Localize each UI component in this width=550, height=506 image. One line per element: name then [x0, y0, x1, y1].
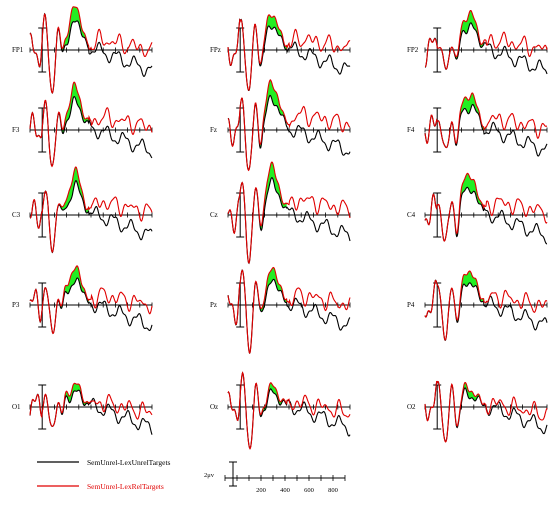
channel-label: Oz [210, 403, 218, 411]
significance-fill [455, 173, 484, 237]
channel-label: P3 [12, 301, 20, 309]
channel-panel-f3: F3 [12, 81, 153, 168]
scale-reference: 2μv 200 400 600 800 [204, 461, 346, 494]
channel-panel-fp2: FP2 [407, 9, 548, 75]
waveform-rel [424, 172, 548, 242]
waveform-rel [29, 6, 153, 94]
channel-label: O2 [407, 403, 416, 411]
channel-label: FP1 [12, 46, 24, 54]
waveform-rel [424, 92, 548, 149]
channel-panel-o2: O2 [407, 380, 548, 443]
legend-label-rel: SemUnrel-LexRelTargets [87, 482, 164, 491]
waveform-rel [29, 81, 153, 168]
channel-panel-p4: P4 [407, 270, 548, 341]
channel-panel-cz: Cz [210, 161, 351, 265]
time-tick-label: 200 [256, 487, 266, 494]
waveform-rel [227, 14, 351, 91]
legend-label-unrel: SemUnrel-LexUnrelTargets [87, 458, 171, 467]
waveform-rel [29, 265, 153, 335]
significance-fill [455, 271, 484, 323]
waveform-rel [227, 371, 351, 450]
channel-label: Cz [210, 211, 218, 219]
channel-label: FP2 [407, 46, 419, 54]
waveform-rel [424, 9, 548, 70]
waveform-rel [29, 166, 153, 253]
channel-label: Fz [210, 126, 217, 134]
channel-panel-c3: C3 [12, 166, 153, 254]
channel-label: O1 [12, 403, 21, 411]
time-tick-label: 600 [304, 487, 314, 494]
channel-label: C4 [407, 211, 416, 219]
channel-label: P4 [407, 301, 415, 309]
time-tick-label: 400 [280, 487, 290, 494]
channel-label: C3 [12, 211, 21, 219]
waveform-rel [424, 380, 548, 443]
channel-panel-fz: Fz [210, 79, 351, 172]
scale-label: 2μv [204, 472, 215, 479]
waveform-rel [227, 161, 351, 264]
significance-fill [60, 383, 89, 415]
channel-label: F3 [12, 126, 20, 134]
legend: SemUnrel-LexUnrelTargets SemUnrel-LexRel… [37, 458, 171, 491]
channel-label: FPz [210, 46, 221, 54]
channel-panel-pz: Pz [210, 266, 351, 354]
waveform-unrel [227, 177, 351, 265]
channel-panel-o1: O1 [12, 382, 153, 435]
channel-panel-p3: P3 [12, 265, 153, 335]
channel-panel-fp1: FP1 [12, 6, 153, 94]
channel-panel-c4: C4 [407, 172, 548, 245]
time-tick-label: 800 [328, 487, 338, 494]
significance-fill [258, 267, 287, 312]
waveform-rel [424, 270, 548, 341]
significance-fill [258, 79, 287, 148]
channel-panels: FP1 FPz FP2 F3 Fz F4 C3 Cz C4 P3 Pz P4 O1 Oz O2 [12, 6, 548, 450]
channel-label: F4 [407, 126, 415, 134]
channel-panel-fpz: FPz [210, 14, 351, 91]
waveform-rel [227, 266, 351, 354]
waveform-rel [227, 79, 351, 172]
channel-label: Pz [210, 301, 217, 309]
waveform-rel [29, 382, 153, 427]
significance-fill [60, 167, 89, 213]
channel-panel-f4: F4 [407, 92, 548, 157]
channel-panel-oz: Oz [210, 371, 351, 450]
significance-fill [60, 6, 89, 52]
significance-fill [455, 382, 484, 428]
